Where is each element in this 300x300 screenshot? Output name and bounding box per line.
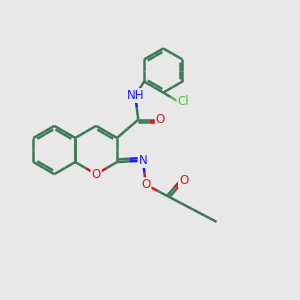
Text: Cl: Cl (178, 95, 189, 108)
Text: N: N (139, 154, 147, 167)
Text: O: O (141, 178, 151, 191)
Text: O: O (179, 174, 188, 188)
Text: NH: NH (127, 89, 144, 102)
Text: O: O (156, 113, 165, 126)
Text: O: O (92, 168, 101, 181)
